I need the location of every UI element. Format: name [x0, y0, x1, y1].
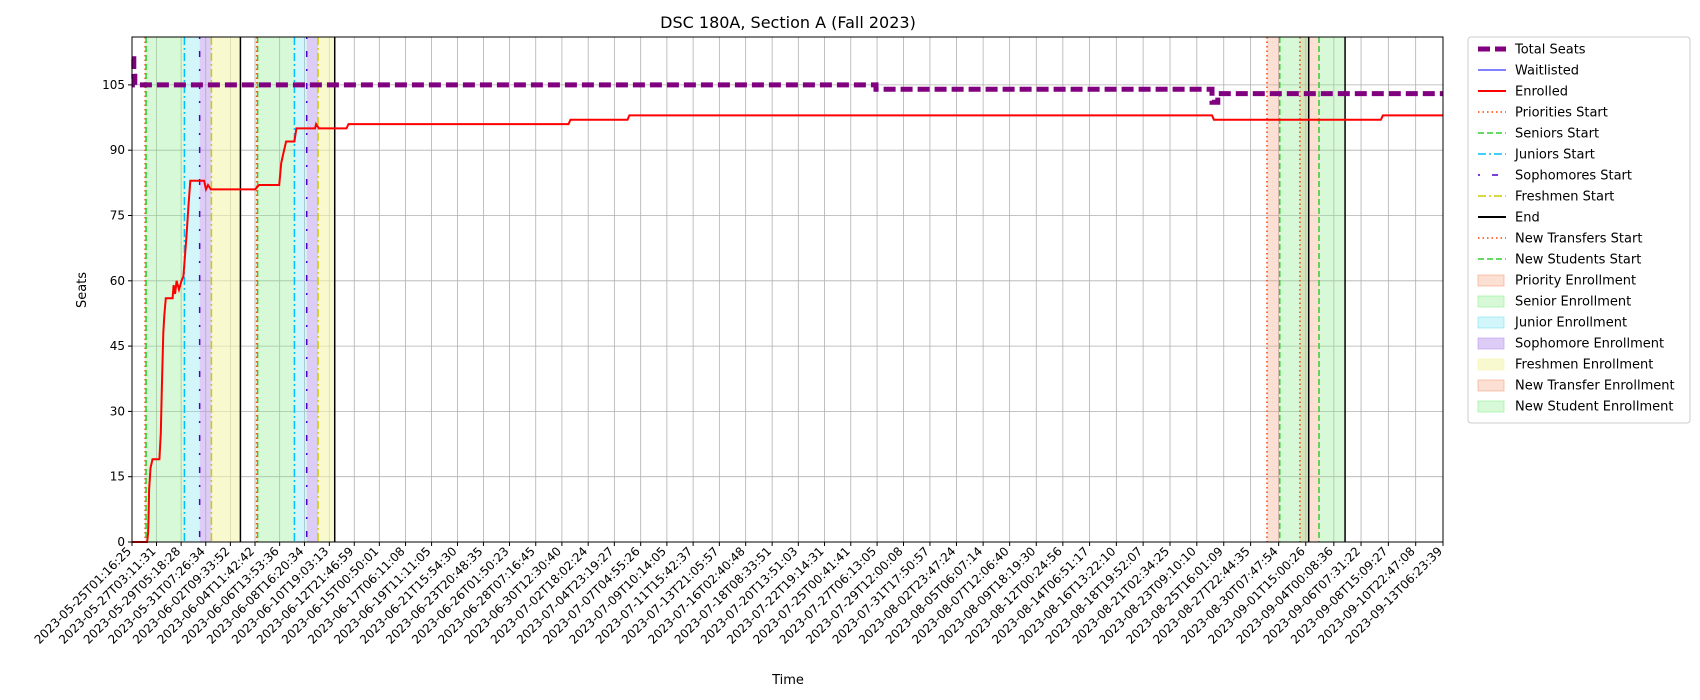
legend-swatch [1477, 274, 1505, 287]
shaded-period [211, 37, 241, 542]
x-axis-label: Time [771, 673, 804, 688]
legend-swatch [1477, 337, 1505, 350]
legend-label: Senior Enrollment [1515, 295, 1631, 310]
legend-label: Seniors Start [1515, 127, 1599, 142]
plot-area: 01530456075901052023-05-25T01:16:252023-… [32, 36, 1445, 647]
legend-label: Freshmen Enrollment [1515, 358, 1653, 373]
legend-swatch [1477, 400, 1505, 413]
plot-frame [131, 36, 1444, 543]
legend-label: Priority Enrollment [1515, 274, 1636, 289]
shaded-period [294, 37, 307, 542]
legend-label: End [1515, 211, 1540, 226]
y-tick-label: 90 [110, 143, 125, 157]
legend-label: Total Seats [1514, 43, 1586, 58]
legend-label: Junior Enrollment [1514, 316, 1627, 331]
series-line [131, 56, 1443, 105]
shaded-period [318, 37, 335, 542]
y-tick-label: 0 [117, 535, 125, 549]
y-tick-label: 30 [110, 404, 125, 418]
legend-label: New Transfer Enrollment [1515, 379, 1675, 394]
shaded-period [257, 37, 295, 542]
y-tick-label: 15 [110, 470, 125, 484]
legend-label: Priorities Start [1515, 106, 1608, 121]
legend-label: Waitlisted [1515, 64, 1579, 79]
legend: Total Seats Waitlisted Enrolled Priorities … [1467, 36, 1691, 424]
shaded-period [1279, 37, 1309, 542]
y-axis-label: Seats [75, 272, 90, 308]
legend-label: New Transfers Start [1515, 232, 1642, 247]
y-tick-label: 75 [110, 208, 125, 222]
legend-swatch [1477, 316, 1505, 329]
y-tick-label: 105 [102, 78, 125, 92]
legend-label: Enrolled [1515, 85, 1568, 100]
legend-label: Sophomores Start [1515, 169, 1632, 184]
legend-label: New Students Start [1515, 253, 1641, 268]
shaded-period [1319, 37, 1346, 542]
shaded-period [199, 37, 212, 542]
legend-label: New Student Enrollment [1515, 400, 1673, 415]
legend-box [1467, 36, 1691, 424]
shaded-period [306, 37, 319, 542]
legend-label: Freshmen Start [1515, 190, 1614, 205]
legend-swatch [1477, 295, 1505, 308]
legend-label: Juniors Start [1514, 148, 1595, 163]
chart-title: DSC 180A, Section A (Fall 2023) [660, 13, 916, 32]
series-line [132, 114, 1443, 543]
legend-swatch [1477, 379, 1505, 392]
y-tick-label: 45 [110, 339, 125, 353]
legend-swatch [1477, 358, 1505, 371]
y-tick-label: 60 [110, 274, 125, 288]
shaded-period [184, 37, 200, 542]
shaded-period [1266, 37, 1280, 542]
legend-label: Sophomore Enrollment [1515, 337, 1664, 352]
